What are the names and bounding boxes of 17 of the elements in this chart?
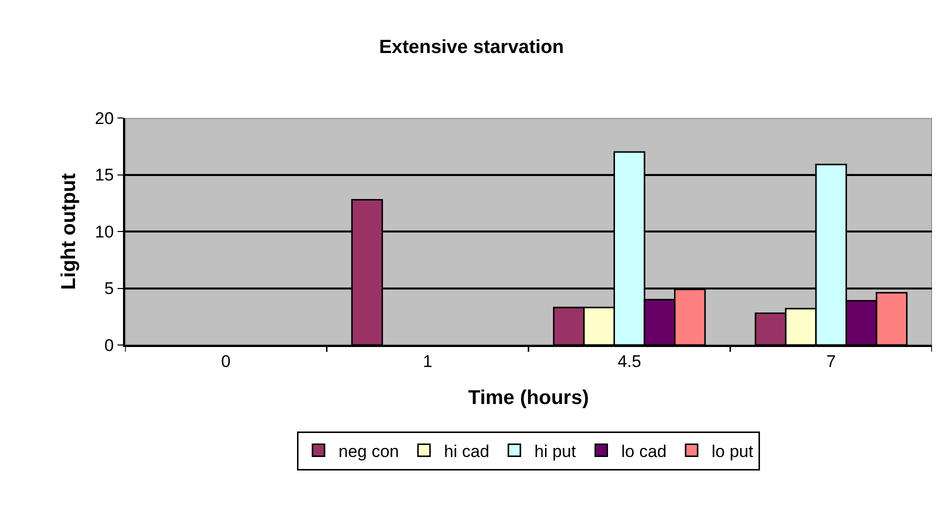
legend-label: hi put bbox=[534, 442, 576, 461]
x-axis-title: Time (hours) bbox=[468, 387, 589, 410]
chart-title: Extensive starvation bbox=[379, 36, 564, 58]
legend-label: neg con bbox=[338, 442, 399, 461]
y-tick-label: 5 bbox=[104, 279, 114, 298]
y-tick-label: 10 bbox=[94, 222, 114, 242]
legend-label: lo put bbox=[712, 442, 754, 461]
y-tick-label: 15 bbox=[94, 166, 114, 185]
y-axis-title: Light output bbox=[58, 172, 80, 290]
legend-label: hi cad bbox=[444, 442, 490, 461]
x-tick-label: 7 bbox=[826, 352, 836, 372]
y-tick-label: 20 bbox=[94, 108, 114, 128]
x-tick-label: 0 bbox=[221, 352, 231, 372]
legend-label: lo cad bbox=[621, 442, 667, 461]
x-tick-label: 1 bbox=[422, 352, 432, 372]
y-tick-label: 0 bbox=[104, 336, 114, 355]
x-tick-label: 4.5 bbox=[618, 352, 642, 372]
